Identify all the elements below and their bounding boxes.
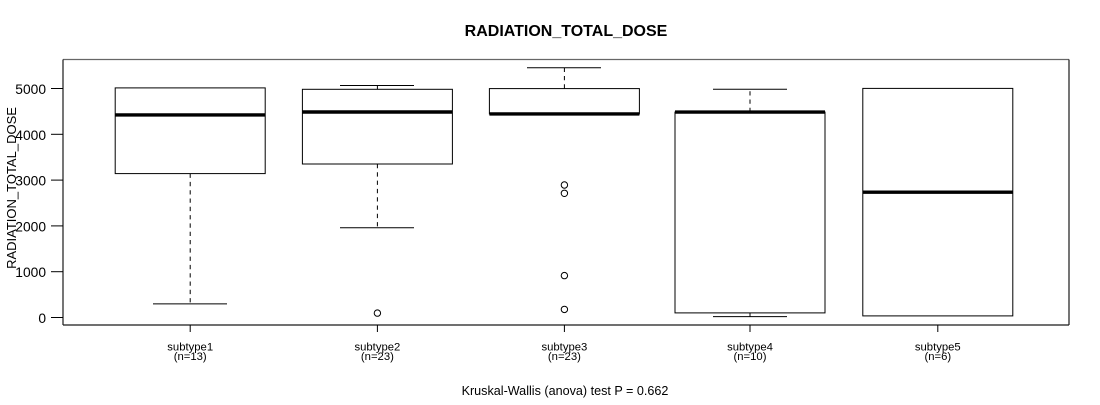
svg-text:2000: 2000	[15, 219, 46, 234]
svg-text:4000: 4000	[15, 128, 46, 143]
svg-text:5000: 5000	[15, 82, 46, 97]
svg-text:Kruskal-Wallis (anova) test P: Kruskal-Wallis (anova) test P = 0.662	[462, 384, 669, 398]
svg-text:(n=23): (n=23)	[361, 351, 394, 363]
svg-text:1000: 1000	[15, 265, 46, 280]
svg-text:(n=23): (n=23)	[548, 351, 581, 363]
svg-text:RADIATION_TOTAL_DOSE: RADIATION_TOTAL_DOSE	[4, 107, 19, 269]
svg-text:(n=6): (n=6)	[924, 351, 951, 363]
svg-text:0: 0	[38, 311, 46, 326]
svg-text:3000: 3000	[15, 174, 46, 189]
svg-text:RADIATION_TOTAL_DOSE: RADIATION_TOTAL_DOSE	[465, 23, 668, 40]
svg-text:(n=10): (n=10)	[734, 351, 767, 363]
svg-text:(n=13): (n=13)	[174, 351, 207, 363]
